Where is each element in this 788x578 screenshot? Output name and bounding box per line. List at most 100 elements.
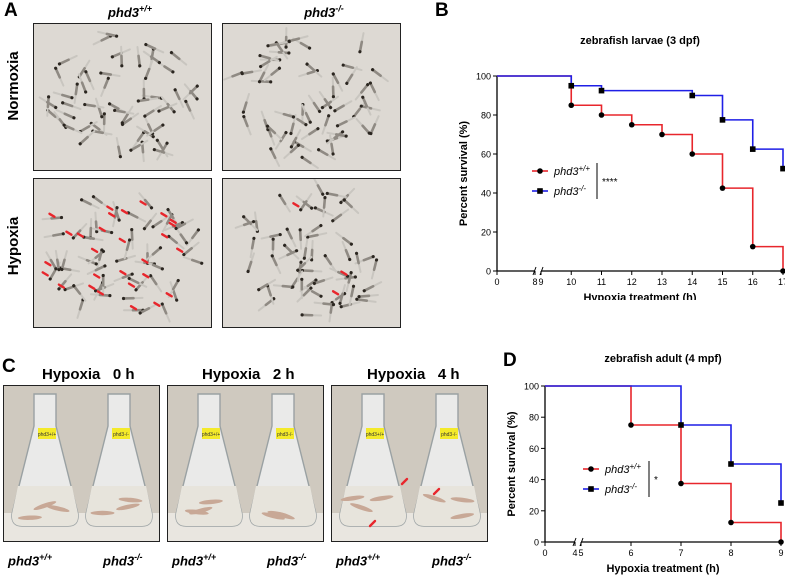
larva-eye: [357, 295, 361, 299]
larva-yolk: [311, 224, 322, 233]
larva: [278, 249, 299, 260]
larva: [354, 83, 370, 101]
larva: [312, 276, 334, 286]
dead-larva-marker: [76, 232, 84, 238]
larva-eye: [157, 109, 161, 113]
larva-eye: [371, 255, 375, 259]
larva-yolk: [372, 259, 378, 271]
larva-yolk: [361, 124, 370, 134]
flask-label-text: phd3+/+: [202, 432, 220, 438]
larva: [260, 232, 282, 240]
larva-yolk: [308, 127, 319, 136]
larva-yolk: [147, 123, 154, 134]
larva-yolk: [52, 232, 64, 237]
data-point: [568, 82, 575, 89]
larva: [287, 35, 309, 43]
panel-a-col-ko: phd3-/-: [254, 4, 394, 20]
legend-marker: [537, 188, 543, 194]
larva: [300, 313, 323, 317]
larva-eye: [161, 123, 165, 127]
larva-eye: [285, 227, 289, 231]
larva-eye: [61, 101, 65, 105]
larva-yolk: [271, 255, 278, 267]
data-point: [689, 151, 696, 157]
larva-yolk: [322, 197, 327, 209]
larva-yolk: [127, 211, 139, 219]
larva-yolk: [130, 143, 141, 151]
larva-eye: [115, 259, 119, 263]
larva: [121, 296, 144, 301]
y-tick-label: 0: [534, 538, 539, 548]
larva-eye: [60, 267, 64, 272]
larva-yolk: [266, 285, 272, 297]
flask-label-text: phd3-/-: [113, 432, 129, 438]
larva: [62, 123, 83, 134]
larva-yolk: [326, 192, 339, 197]
larva-yolk: [152, 219, 163, 228]
larva-yolk: [358, 294, 371, 298]
dead-larva-marker: [107, 212, 116, 218]
dead-larva-marker: [160, 212, 168, 218]
larva-yolk: [337, 120, 348, 127]
larva-eye: [72, 116, 76, 120]
dead-larva-marker: [65, 230, 73, 236]
larva: [312, 179, 325, 196]
larva-yolk: [144, 109, 155, 117]
flask-label-tag: [440, 428, 458, 439]
larva: [129, 139, 149, 152]
larva-yolk: [125, 239, 131, 251]
larva-eye: [113, 108, 117, 112]
larva: [242, 114, 252, 136]
larva-yolk: [189, 89, 198, 100]
larva-eye: [252, 236, 256, 240]
dead-larva-marker: [165, 292, 173, 298]
larva-yolk: [47, 109, 57, 118]
larva: [303, 286, 323, 298]
larva: [80, 198, 100, 210]
genotype-label-wt-2h: phd3+/+: [172, 552, 217, 569]
larva: [357, 294, 379, 299]
larva-yolk: [158, 105, 170, 112]
larva-yolk: [151, 247, 162, 256]
larva-yolk: [242, 101, 248, 113]
larva-eye: [120, 121, 124, 125]
larva-yolk: [297, 262, 307, 271]
photo-normoxia-ko: [222, 23, 401, 171]
legend-marker: [588, 466, 594, 472]
larva-eye: [48, 277, 52, 281]
larva-yolk: [103, 77, 110, 89]
larva: [345, 66, 358, 85]
larva: [38, 96, 58, 110]
larva-eye: [95, 229, 99, 234]
x-tick-label: 13: [657, 277, 667, 287]
larva-yolk: [63, 124, 75, 131]
genotype-label-ko-2h: phd3-/-: [267, 552, 307, 569]
larva: [259, 55, 278, 69]
larva: [354, 251, 362, 273]
fish: [189, 506, 213, 515]
larva: [300, 268, 323, 273]
flask-water: [175, 486, 243, 526]
larva: [185, 228, 201, 247]
larva-eye: [138, 311, 142, 315]
y-tick-label: 60: [481, 150, 491, 160]
panel-letter-d: D: [503, 350, 517, 372]
x-tick-label: 9: [778, 548, 783, 558]
dead-fish-marker: [432, 487, 441, 496]
larva-yolk: [362, 255, 374, 262]
larva-eye: [258, 54, 262, 58]
larva-eye: [331, 72, 335, 76]
larva-yolk: [269, 233, 281, 238]
larva-eye: [358, 50, 362, 54]
larva-eye: [75, 82, 79, 86]
larva-eye: [329, 105, 333, 110]
fish: [261, 512, 285, 520]
larva-yolk: [167, 209, 175, 220]
larva-eye: [174, 226, 178, 231]
larva-yolk: [342, 64, 355, 70]
y-tick-label: 40: [529, 475, 539, 485]
larva-eye: [287, 51, 291, 55]
larva: [86, 264, 107, 275]
larva: [289, 129, 302, 149]
larva-eye: [299, 260, 303, 264]
